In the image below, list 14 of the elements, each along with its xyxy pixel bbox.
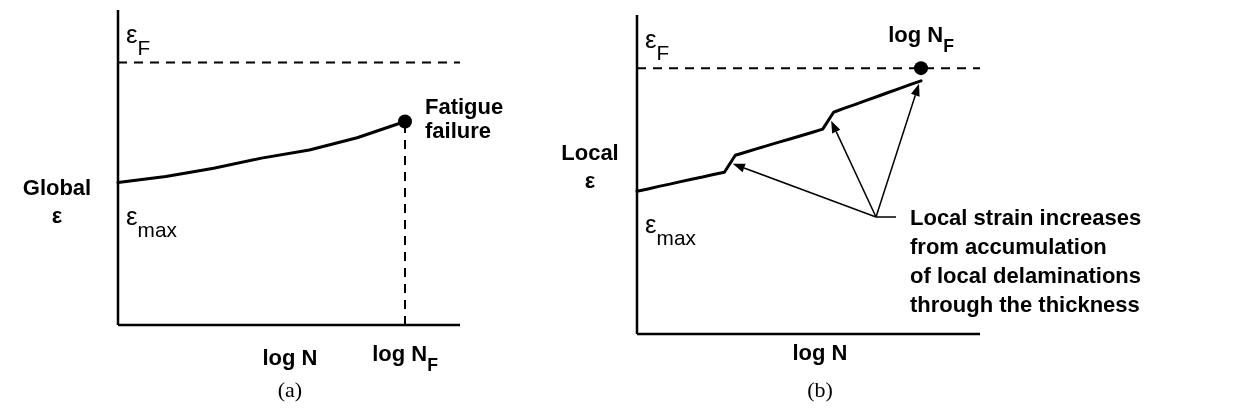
x-axis-title: log N: [792, 340, 848, 365]
text: (b): [807, 377, 833, 402]
ref-line-label: ε$_{F}$: [645, 24, 670, 64]
ref-line-label: ε$_{F}$: [126, 18, 151, 58]
y-axis-title: Local ε: [561, 140, 619, 193]
x-axis-title: log N: [262, 345, 318, 370]
text: log N$_{F}$: [372, 341, 439, 375]
annotation: ε$_{max}$: [126, 200, 178, 241]
annotation: Fatigue failure: [425, 93, 504, 143]
annotation: log N$_{F}$: [888, 22, 955, 57]
annotation: Local strain increases from accumulation of local delaminations through the thickness: [910, 205, 1142, 317]
text: (a): [277, 377, 303, 402]
annotation: ε$_{max}$: [645, 209, 697, 249]
y-axis-title: Global ε: [22, 175, 92, 228]
